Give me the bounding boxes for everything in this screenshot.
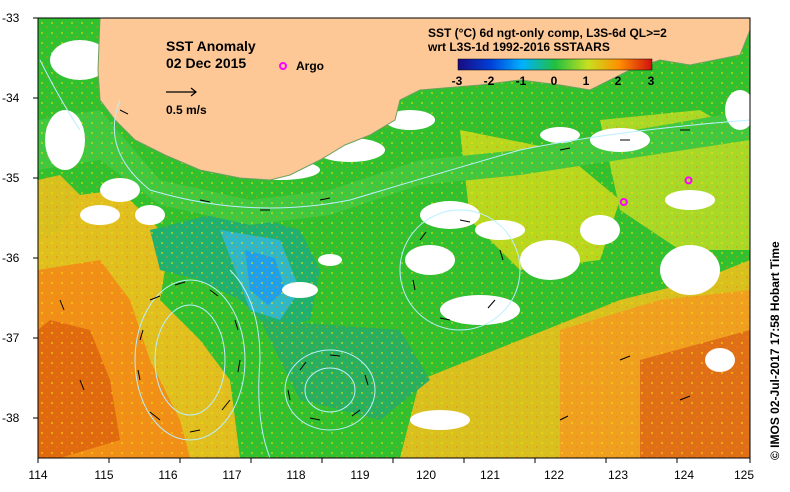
x-tick-label: 117 bbox=[222, 468, 242, 482]
x-tick-label: 123 bbox=[607, 468, 629, 482]
colorbar-tick-label: 1 bbox=[582, 74, 590, 88]
y-tick-label: -34 bbox=[2, 91, 20, 105]
colorbar-gradient bbox=[457, 58, 653, 71]
colorbar-tick-label: 0 bbox=[550, 74, 558, 88]
argo-legend-marker bbox=[279, 62, 287, 70]
x-tick-label: 122 bbox=[543, 468, 565, 482]
colorbar-tick-label: -2 bbox=[483, 74, 495, 88]
scale-arrow bbox=[166, 87, 197, 97]
colorbar-tick-label: -1 bbox=[515, 74, 527, 88]
land-mass bbox=[98, 18, 750, 180]
colorbar-title: SST (°C) 6d ngt-only comp, L3S-6d QL>=2 … bbox=[428, 26, 667, 54]
colorbar-title-line2: wrt L3S-1d 1992-2016 SSTAARS bbox=[428, 40, 610, 54]
y-tick-label: -36 bbox=[2, 251, 20, 265]
y-tick-label: -35 bbox=[2, 171, 20, 185]
sst-field bbox=[38, 18, 750, 458]
colorbar-tick-label: 2 bbox=[614, 74, 622, 88]
argo-legend-label: Argo bbox=[296, 59, 324, 73]
x-tick-label: 120 bbox=[415, 468, 437, 482]
x-tick-label: 119 bbox=[350, 468, 370, 482]
x-tick-label: 121 bbox=[479, 468, 501, 482]
x-tick-label: 124 bbox=[673, 468, 695, 482]
x-tick-label: 115 bbox=[94, 468, 114, 482]
vector-scale-label: 0.5 m/s bbox=[166, 103, 207, 117]
colorbar-title-line1: SST (°C) 6d ngt-only comp, L3S-6d QL>=2 bbox=[428, 26, 667, 40]
x-tick-label: 118 bbox=[286, 468, 306, 482]
y-tick-label: -33 bbox=[2, 11, 20, 25]
x-tick-label: 116 bbox=[158, 468, 178, 482]
current-vectors bbox=[59, 109, 691, 433]
colorbar-tick-label: 3 bbox=[647, 74, 655, 88]
axis-ticks bbox=[33, 17, 751, 463]
y-tick-label: -38 bbox=[2, 411, 20, 425]
colorbar-tick-label: -3 bbox=[451, 74, 463, 88]
x-tick-label: 114 bbox=[28, 468, 48, 482]
map-title-line1: SST Anomaly bbox=[166, 38, 256, 54]
argo-float-marker bbox=[619, 198, 628, 206]
y-tick-label: -37 bbox=[2, 331, 20, 345]
argo-float-marker bbox=[684, 176, 693, 185]
argo-markers bbox=[619, 176, 693, 206]
x-tick-label: 125 bbox=[733, 468, 755, 482]
map-title: SST Anomaly 02 Dec 2015 bbox=[166, 38, 256, 72]
map-title-date: 02 Dec 2015 bbox=[166, 55, 247, 71]
copyright-footer: © IMOS 02-Jul-2017 17:58 Hobart Time bbox=[768, 241, 782, 460]
